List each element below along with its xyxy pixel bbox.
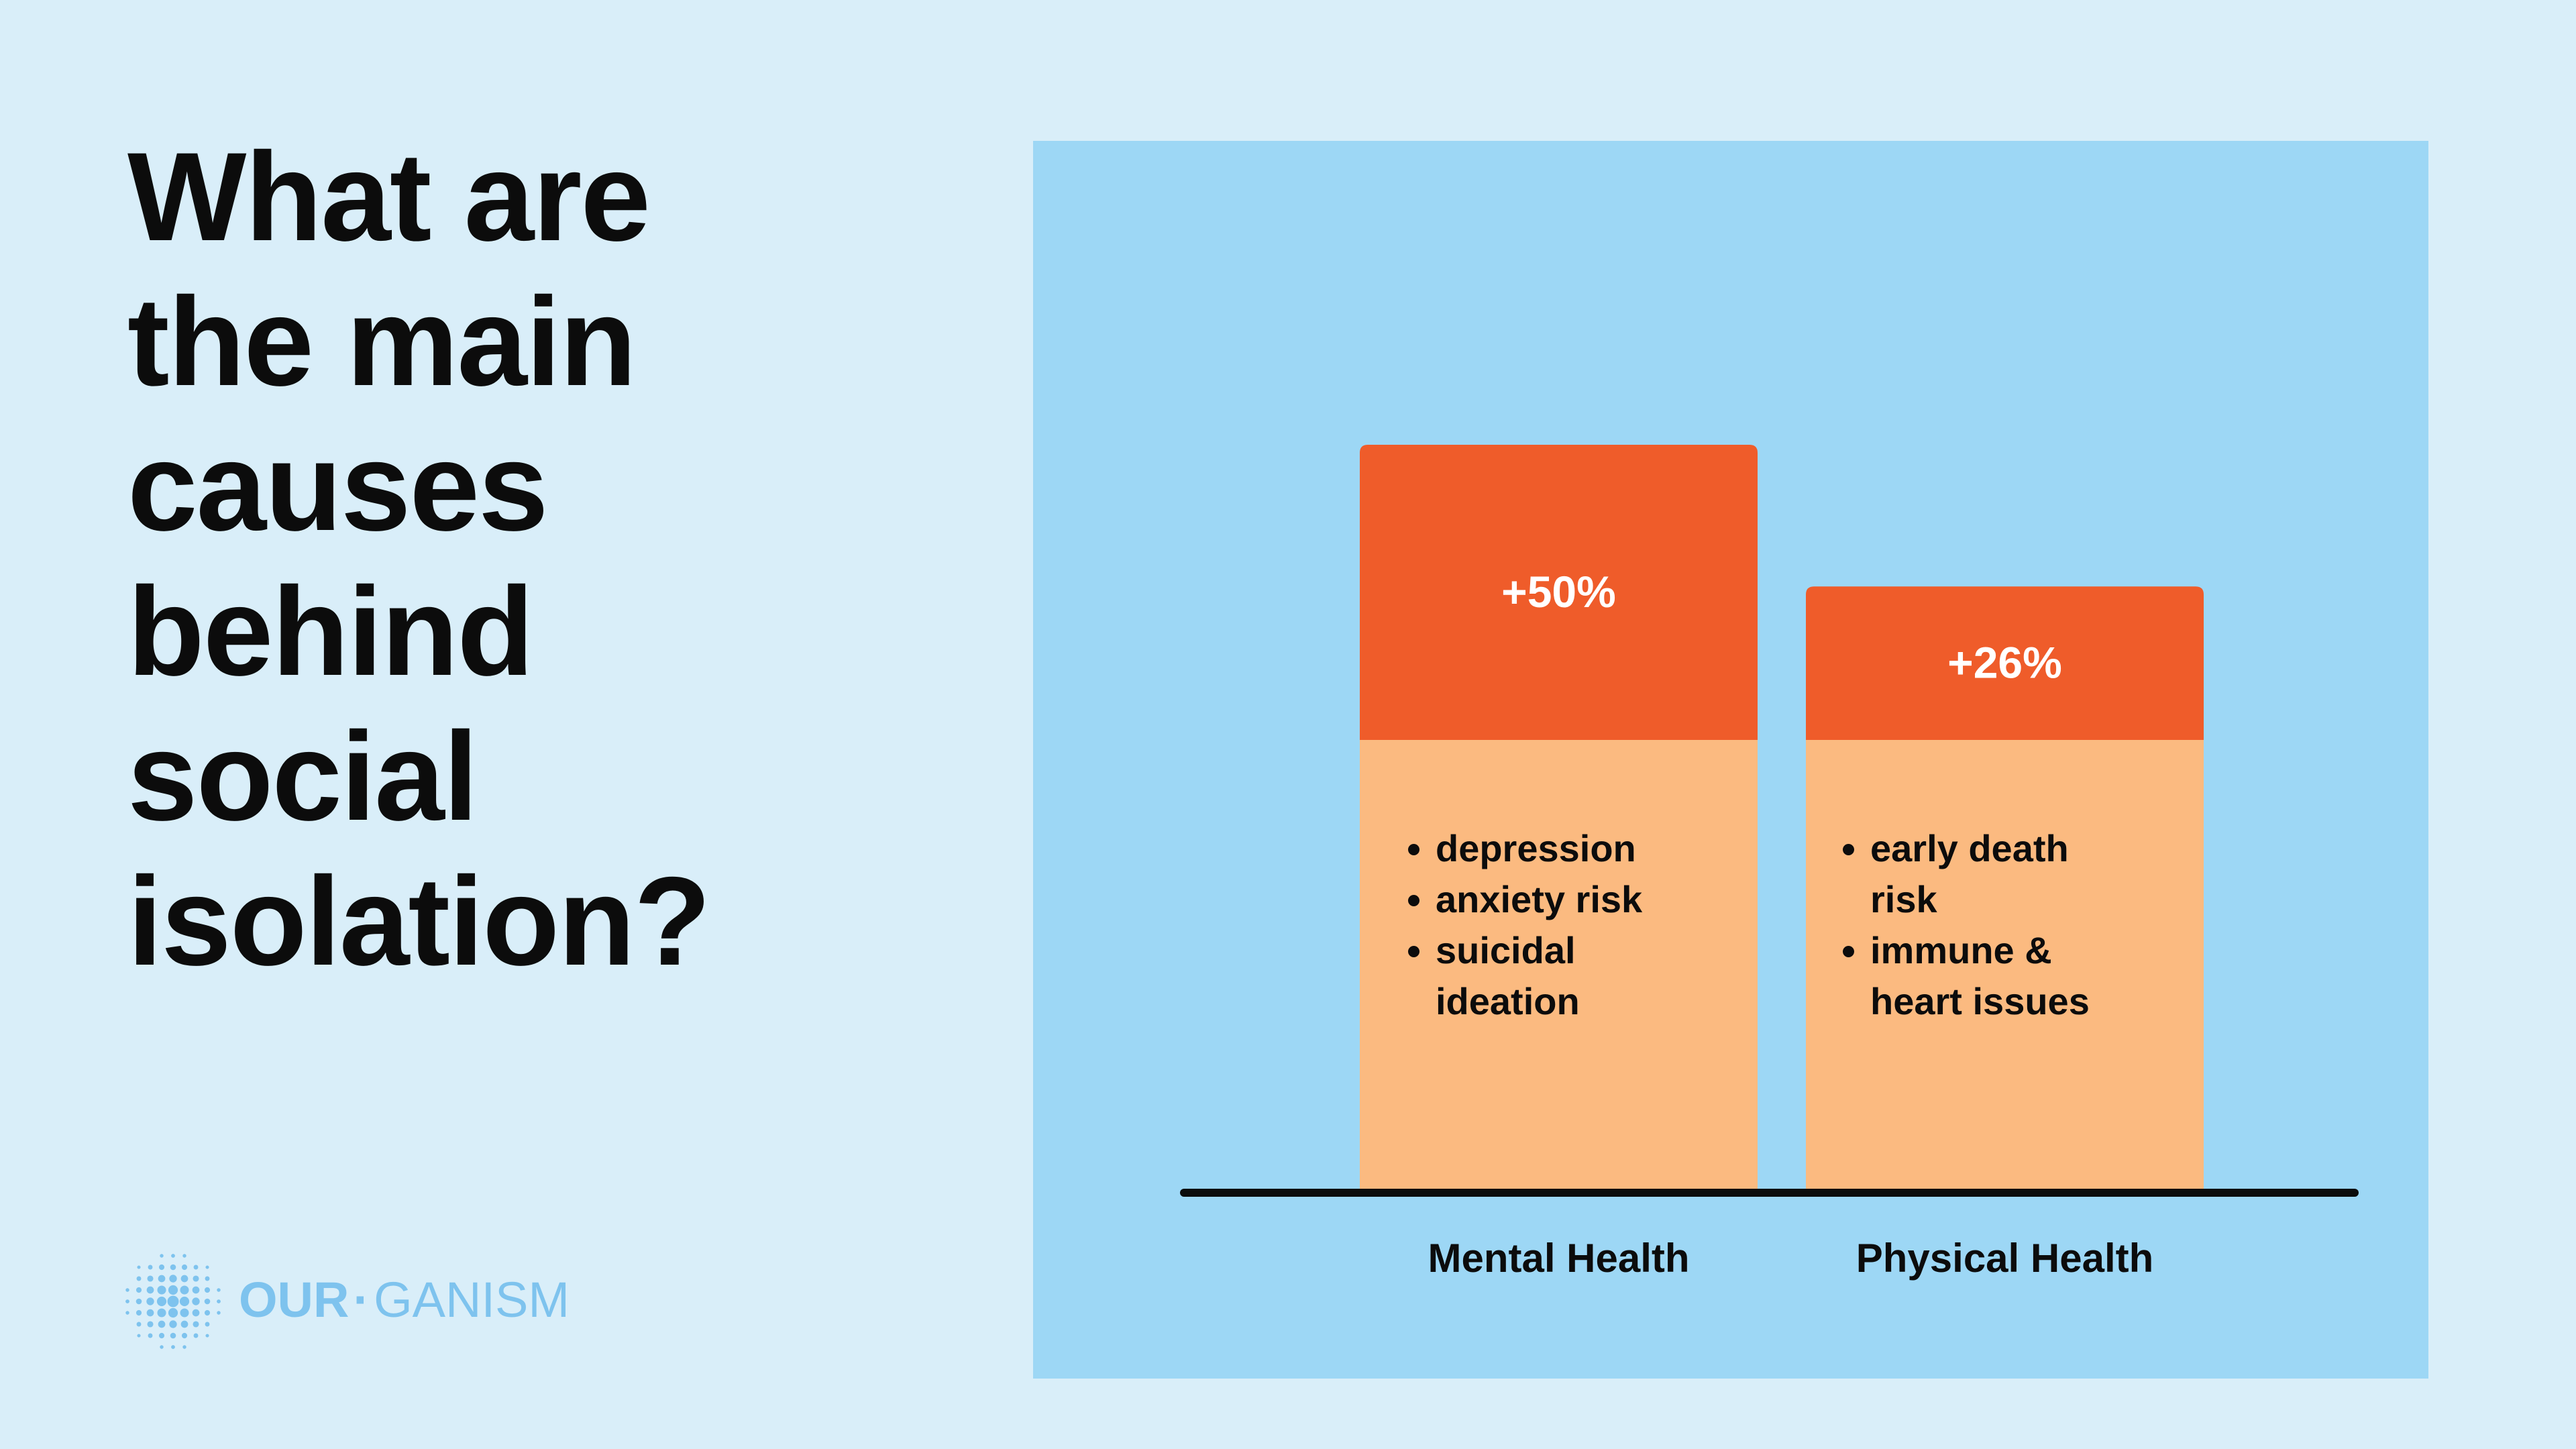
- logo-dot: [217, 1299, 221, 1303]
- title-line: isolation?: [127, 851, 711, 991]
- title-line: the main: [127, 271, 637, 412]
- logo-dot: [205, 1322, 210, 1327]
- bar-group: [1360, 445, 2204, 1193]
- chart-panel: +50% Mental Health +26% Physical Health dep…: [1033, 141, 2428, 1379]
- logo-dot: [158, 1275, 166, 1283]
- logo-dot: [169, 1275, 177, 1283]
- label-group: +50% Mental Health +26% Physical Health: [1428, 567, 2153, 1281]
- logo-dot: [193, 1275, 199, 1282]
- logo-dot: [171, 1254, 175, 1258]
- bullet-item: suicidal ideation: [1436, 925, 1677, 1027]
- logo-dot: [136, 1276, 142, 1281]
- bullet-item: depression: [1436, 823, 1677, 874]
- logo-dot: [179, 1296, 190, 1307]
- logo-dot: [192, 1286, 200, 1294]
- logo-dot: [146, 1286, 154, 1294]
- logo-dot: [192, 1309, 200, 1317]
- logo-dot: [125, 1288, 129, 1292]
- logo: OUR·GANISM: [125, 1248, 608, 1355]
- logo-dot: [137, 1334, 141, 1338]
- logo-dot: [193, 1321, 199, 1328]
- logo-dot: [204, 1298, 211, 1305]
- bar-bullet-list: depression anxiety risk suicidal ideatio…: [1395, 823, 1677, 1027]
- logo-dot: [205, 1334, 209, 1338]
- logo-dot: [182, 1254, 186, 1258]
- logo-dot: [170, 1332, 176, 1339]
- logo-dot: [204, 1287, 211, 1293]
- logo-dot: [146, 1309, 154, 1317]
- logo-dot: [170, 1264, 176, 1271]
- logo-dot: [217, 1288, 221, 1292]
- logo-dot: [180, 1308, 189, 1318]
- title-line: What are: [127, 126, 651, 267]
- logo-dot: [168, 1307, 178, 1318]
- dot-burst-icon: [125, 1254, 221, 1349]
- bullet-item: anxiety risk: [1436, 874, 1677, 925]
- logo-dot: [136, 1309, 142, 1316]
- logo-part-2: GANISM: [374, 1272, 570, 1328]
- bar-value-cap: [1806, 586, 2204, 740]
- logo-dot: [181, 1332, 188, 1339]
- logo-dot: [204, 1309, 211, 1316]
- title-line: causes: [127, 416, 549, 557]
- logo-dot: [168, 1285, 178, 1295]
- logo-dot: [180, 1320, 189, 1328]
- logo-wordmark: OUR·GANISM: [239, 1273, 570, 1327]
- logo-dot: [180, 1285, 189, 1295]
- logo-dot: [171, 1345, 175, 1349]
- logo-dot: [147, 1321, 154, 1328]
- bar-bullet-list: early death risk immune & heart issues: [1830, 823, 2112, 1027]
- logo-dot: [156, 1296, 167, 1307]
- logo-dot: [136, 1287, 142, 1293]
- page-title: What are the main causes behind social i…: [127, 124, 932, 994]
- logo-dot: [157, 1308, 166, 1318]
- logo-dot: [193, 1265, 199, 1270]
- logo-dot: [157, 1285, 166, 1295]
- logo-dot: [146, 1297, 154, 1305]
- bullet-item: early death risk: [1870, 823, 2112, 925]
- logo-dot: [148, 1333, 153, 1338]
- logo-dot: [167, 1295, 179, 1307]
- logo-dot: [160, 1345, 164, 1349]
- logo-separator: ·: [353, 1272, 370, 1328]
- logo-dot: [169, 1320, 177, 1328]
- bar-value-label: +26%: [1947, 638, 2062, 688]
- category-label: Physical Health: [1856, 1236, 2154, 1281]
- logo-dot: [136, 1322, 142, 1327]
- logo-dot: [181, 1264, 188, 1271]
- title-line: social: [127, 706, 478, 847]
- logo-dot: [160, 1254, 164, 1258]
- logo-dot: [136, 1298, 142, 1305]
- logo-dot: [158, 1320, 166, 1328]
- category-label: Mental Health: [1428, 1236, 1689, 1281]
- logo-dot: [182, 1345, 186, 1349]
- logo-dot: [137, 1265, 141, 1269]
- logo-dot: [158, 1264, 165, 1271]
- bar-value-cap: [1360, 445, 1758, 740]
- bar-base: [1806, 733, 2204, 1193]
- title-line: behind: [127, 561, 534, 702]
- logo-part-1: OUR: [239, 1272, 350, 1328]
- logo-dot: [158, 1332, 165, 1339]
- logo-dot: [192, 1297, 200, 1305]
- logo-dot: [193, 1333, 199, 1338]
- bar-base: [1360, 733, 1758, 1193]
- logo-dot: [205, 1276, 210, 1281]
- logo-dot: [205, 1265, 209, 1269]
- logo-dot: [125, 1311, 129, 1315]
- logo-dot: [147, 1275, 154, 1282]
- logo-dot: [180, 1275, 189, 1283]
- logo-dot: [125, 1299, 129, 1303]
- bullet-item: immune & heart issues: [1870, 925, 2112, 1027]
- logo-dot: [217, 1311, 221, 1315]
- bar-chart: +50% Mental Health +26% Physical Health: [1180, 445, 2359, 1281]
- bar-value-label: +50%: [1501, 567, 1616, 616]
- logo-dot: [148, 1265, 153, 1270]
